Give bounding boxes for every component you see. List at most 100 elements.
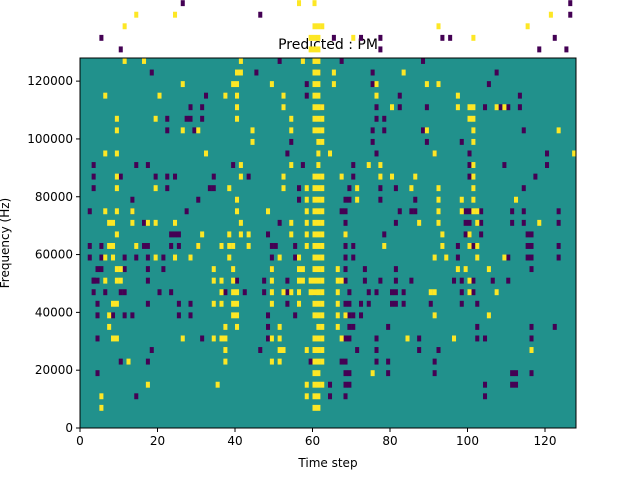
heatmap-cell-low bbox=[145, 243, 150, 249]
heatmap-cell-high bbox=[355, 185, 360, 192]
heatmap-cell-low bbox=[142, 243, 147, 249]
heatmap-cell-high bbox=[316, 381, 321, 388]
heatmap-cell-low bbox=[475, 323, 480, 330]
heatmap-cell-low bbox=[409, 277, 414, 284]
heatmap-cell-high bbox=[289, 231, 294, 238]
heatmap-cell-low bbox=[285, 277, 290, 284]
heatmap-cell-high bbox=[467, 243, 472, 249]
heatmap-cell-low bbox=[99, 266, 104, 273]
heatmap-cell-low bbox=[95, 266, 100, 273]
heatmap-cell-high bbox=[312, 231, 317, 238]
heatmap-cell-low bbox=[556, 243, 561, 249]
heatmap-cell-high bbox=[316, 162, 321, 168]
chart-title: Predicted : PM bbox=[278, 37, 378, 53]
heatmap-cell-high bbox=[316, 34, 321, 41]
heatmap-cell-low bbox=[99, 243, 104, 249]
heatmap-cell-low bbox=[521, 185, 526, 192]
heatmap-cell-high bbox=[180, 127, 185, 134]
heatmap-cell-low bbox=[514, 381, 519, 388]
heatmap-cell-high bbox=[455, 104, 460, 111]
heatmap-cell-high bbox=[107, 219, 112, 226]
heatmap-cell-high bbox=[312, 185, 317, 192]
heatmap-cell-low bbox=[176, 300, 181, 307]
heatmap-cell-high bbox=[180, 81, 185, 88]
heatmap-cell-high bbox=[316, 58, 321, 64]
heatmap-cell-high bbox=[219, 277, 224, 284]
heatmap-cell-low bbox=[390, 289, 395, 296]
heatmap-cell-high bbox=[320, 104, 325, 111]
heatmap-cell-high bbox=[196, 243, 201, 249]
heatmap-cell-low bbox=[459, 277, 464, 284]
heatmap-cell-low bbox=[118, 46, 123, 53]
heatmap-cell-high bbox=[308, 277, 313, 284]
heatmap-cell-high bbox=[300, 277, 305, 284]
heatmap-cell-low bbox=[347, 185, 352, 192]
heatmap-cell-high bbox=[316, 358, 321, 365]
heatmap-cell-low bbox=[122, 312, 127, 319]
heatmap-cell-low bbox=[200, 335, 205, 342]
heatmap-cell-low bbox=[517, 104, 522, 111]
heatmap-cell-low bbox=[95, 312, 100, 319]
heatmap-cell-high bbox=[320, 323, 325, 330]
heatmap-cell-high bbox=[316, 69, 321, 76]
x-tick-label: 80 bbox=[382, 434, 397, 448]
heatmap-cell-low bbox=[145, 277, 150, 284]
heatmap-cell-low bbox=[359, 300, 364, 307]
heatmap-cell-low bbox=[525, 254, 530, 261]
heatmap-cell-high bbox=[471, 162, 476, 168]
heatmap-cell-high bbox=[114, 127, 119, 134]
heatmap-cell-high bbox=[316, 173, 321, 180]
heatmap-cell-low bbox=[122, 254, 127, 261]
heatmap-cell-high bbox=[114, 277, 119, 284]
heatmap-cell-low bbox=[343, 254, 348, 261]
heatmap-cell-high bbox=[235, 196, 240, 203]
heatmap-cell-low bbox=[467, 162, 472, 168]
heatmap-cell-low bbox=[176, 231, 181, 238]
heatmap-cell-high bbox=[432, 254, 437, 261]
heatmap-cell-high bbox=[316, 196, 321, 203]
heatmap-cell-high bbox=[211, 300, 216, 307]
heatmap-cell-high bbox=[424, 127, 429, 134]
heatmap-cell-low bbox=[378, 277, 383, 284]
heatmap-cell-low bbox=[455, 243, 460, 249]
heatmap-cell-low bbox=[370, 81, 375, 88]
heatmap-cell-low bbox=[122, 289, 127, 296]
heatmap-cell-low bbox=[471, 243, 476, 249]
heatmap-cell-low bbox=[99, 34, 104, 41]
heatmap-cell-high bbox=[297, 300, 302, 307]
heatmap-cell-high bbox=[312, 69, 317, 76]
heatmap-cell-low bbox=[188, 300, 193, 307]
heatmap-cell-low bbox=[118, 289, 123, 296]
heatmap-cell-low bbox=[254, 69, 259, 76]
heatmap-cell-high bbox=[126, 358, 131, 365]
heatmap-cell-high bbox=[312, 81, 317, 88]
heatmap-cell-high bbox=[312, 34, 317, 41]
heatmap-cell-high bbox=[328, 150, 333, 157]
heatmap-cell-low bbox=[347, 289, 352, 296]
heatmap-cell-low bbox=[386, 323, 391, 330]
heatmap-cell-high bbox=[297, 289, 302, 296]
heatmap-cell-low bbox=[393, 300, 398, 307]
heatmap-cell-high bbox=[196, 127, 201, 134]
heatmap-cell-high bbox=[417, 219, 422, 226]
heatmap-cell-low bbox=[300, 162, 305, 168]
heatmap-cell-high bbox=[281, 347, 286, 353]
heatmap-cell-high bbox=[320, 231, 325, 238]
heatmap-cell-high bbox=[432, 312, 437, 319]
heatmap-cell-low bbox=[455, 254, 460, 261]
heatmap-cell-high bbox=[572, 150, 577, 157]
heatmap-cell-low bbox=[537, 46, 542, 53]
heatmap-cell-low bbox=[510, 381, 515, 388]
heatmap-cell-high bbox=[494, 104, 499, 111]
heatmap-cell-high bbox=[312, 370, 317, 377]
heatmap-cell-high bbox=[211, 335, 216, 342]
heatmap-cell-high bbox=[304, 208, 309, 215]
heatmap-cell-low bbox=[343, 243, 348, 249]
heatmap-cell-low bbox=[521, 208, 526, 215]
heatmap-cell-high bbox=[235, 115, 240, 122]
heatmap-cell-high bbox=[436, 23, 441, 30]
heatmap-cell-high bbox=[312, 46, 317, 53]
heatmap-cell-low bbox=[145, 300, 150, 307]
heatmap-cell-high bbox=[471, 138, 476, 145]
